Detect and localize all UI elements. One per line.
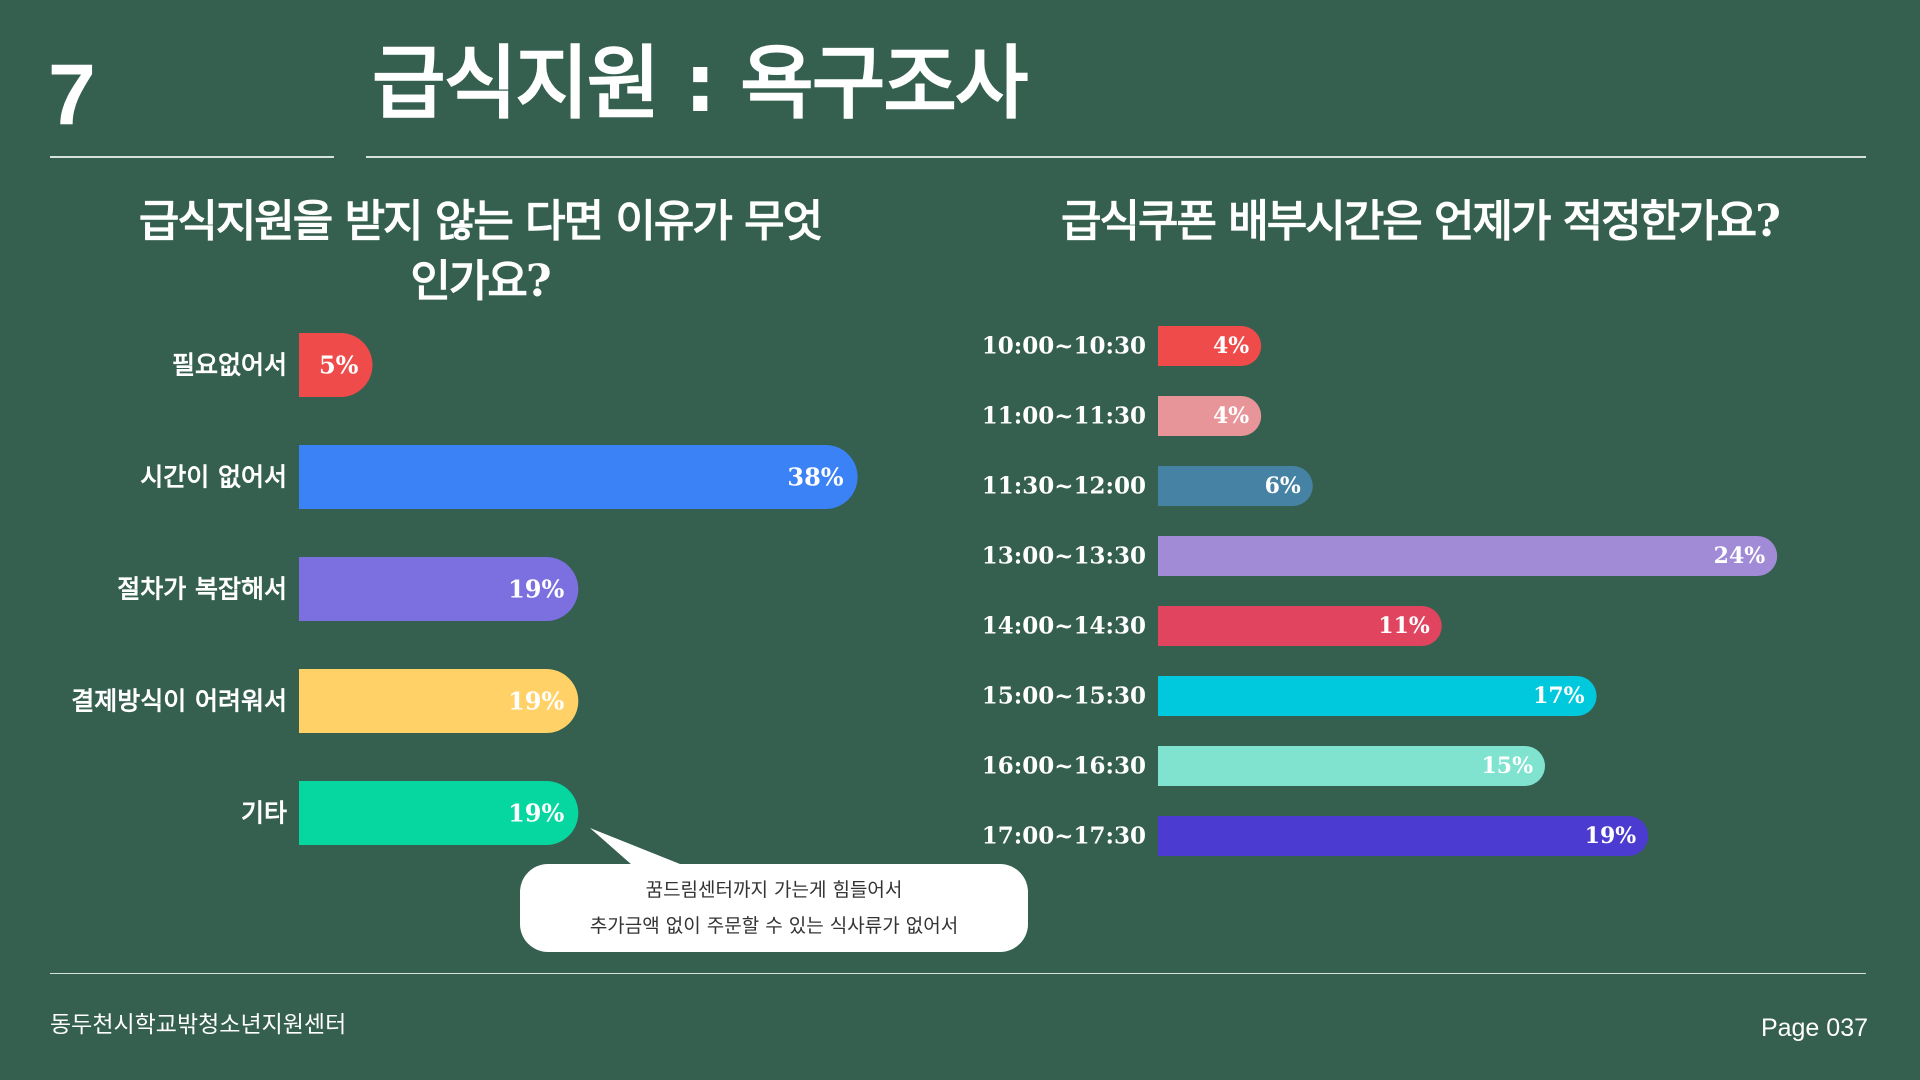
chart-title-reasons: 급식지원을 받지 않는 다면 이유가 무엇인가요? — [138, 196, 823, 307]
bar — [1158, 606, 1442, 646]
title-divider-right — [366, 156, 1866, 158]
callout-tail — [590, 828, 700, 872]
bar — [1158, 396, 1262, 436]
data-label: 15% — [1481, 753, 1533, 779]
footer-organization: 동두천시학교밖청소년지원센터 — [50, 1012, 347, 1038]
category-label: 10:00~10:30 — [982, 333, 1146, 360]
data-label: 19% — [1585, 823, 1637, 849]
bar — [299, 445, 858, 509]
category-label: 13:00~13:30 — [982, 543, 1146, 570]
data-label: 4% — [1213, 333, 1249, 359]
category-label: 결제방식이 어려워서 — [71, 687, 287, 716]
bar — [299, 557, 579, 621]
bar — [1158, 536, 1778, 576]
bar — [1158, 326, 1262, 366]
footer-divider — [50, 973, 1866, 974]
title-divider-left — [50, 156, 334, 158]
data-label: 5% — [319, 351, 359, 380]
bar — [299, 781, 579, 845]
data-label: 11% — [1378, 613, 1430, 639]
bar — [1158, 816, 1649, 856]
data-label: 24% — [1714, 543, 1766, 569]
category-label: 11:00~11:30 — [982, 403, 1146, 430]
category-label: 15:00~15:30 — [982, 683, 1146, 710]
page-number: Page 037 — [1760, 1014, 1868, 1042]
chart-title-times: 급식쿠폰 배부시간은 언제가 적정한가요? — [1061, 196, 1781, 247]
category-label: 기타 — [241, 799, 287, 828]
bar — [299, 669, 579, 733]
slide-number: 7 — [48, 47, 96, 143]
bar — [1158, 676, 1597, 716]
annotation-line-1: 꿈드림센터까지 가는게 힘들어서 — [645, 879, 903, 901]
category-label: 14:00~14:30 — [982, 613, 1146, 640]
annotation-line-2: 추가금액 없이 주문할 수 있는 식사류가 없어서 — [589, 915, 959, 937]
data-label: 38% — [787, 463, 843, 492]
page-title: 급식지원 : 욕구조사 — [372, 37, 1028, 130]
data-label: 19% — [508, 575, 564, 604]
data-label: 19% — [508, 799, 564, 828]
category-label: 시간이 없어서 — [140, 463, 287, 492]
bar — [299, 333, 373, 397]
data-label: 4% — [1213, 403, 1249, 429]
bar — [1158, 746, 1545, 786]
category-label: 절차가 복잡해서 — [117, 575, 287, 604]
category-label: 11:30~12:00 — [982, 473, 1146, 500]
data-label: 6% — [1265, 473, 1301, 499]
annotation-callout: 꿈드림센터까지 가는게 힘들어서 추가금액 없이 주문할 수 있는 식사류가 없… — [520, 864, 1028, 952]
category-label: 필요없어서 — [172, 351, 287, 380]
bar — [1158, 466, 1313, 506]
category-label: 17:00~17:30 — [982, 823, 1146, 850]
category-label: 16:00~16:30 — [982, 753, 1146, 780]
data-label: 17% — [1533, 683, 1585, 709]
data-label: 19% — [508, 687, 564, 716]
